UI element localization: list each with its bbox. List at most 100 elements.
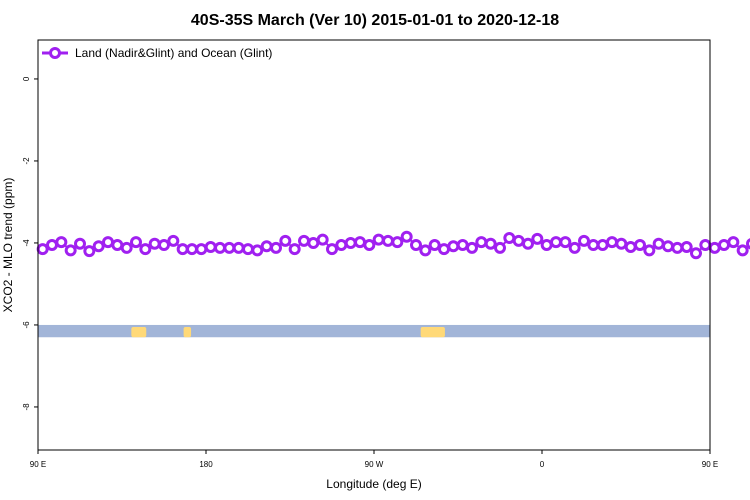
- data-point: [410, 239, 422, 251]
- y-tick-label: -6: [22, 321, 31, 329]
- x-axis: 90 E 180 90 W 0 90 E: [30, 450, 718, 469]
- x-tick-label: 0: [540, 460, 545, 469]
- data-point: [344, 236, 357, 249]
- data-point: [46, 239, 58, 251]
- data-point: [186, 243, 198, 256]
- data-point: [671, 241, 684, 254]
- x-tick-label: 180: [199, 460, 213, 469]
- data-point: [447, 240, 460, 253]
- data-point: [643, 244, 656, 257]
- data-point: [466, 241, 478, 254]
- data-point: [512, 234, 525, 247]
- y-axis: 0 -2 -4 -6 -8: [22, 76, 38, 411]
- data-point: [232, 241, 245, 254]
- data-point: [92, 240, 105, 253]
- land-ocean-strip: [38, 324, 710, 338]
- data-point: [606, 236, 618, 249]
- data-point: [363, 239, 376, 251]
- x-axis-label: Longitude (deg E): [326, 477, 421, 491]
- data-point: [260, 240, 273, 253]
- data-point: [708, 241, 721, 254]
- data-point: [615, 237, 628, 250]
- data-point: [718, 239, 730, 251]
- data-point: [438, 243, 450, 256]
- land-patch: [131, 326, 147, 338]
- data-point: [223, 241, 236, 254]
- data-point: [634, 239, 646, 251]
- y-axis-label: XCO2 - MLO trend (ppm): [1, 178, 15, 313]
- data-point: [400, 230, 413, 243]
- series-line-group: [36, 230, 750, 260]
- data-point: [251, 244, 264, 257]
- data-point: [74, 237, 86, 250]
- data-point: [111, 239, 124, 251]
- data-point: [176, 243, 189, 256]
- data-point: [727, 236, 740, 249]
- data-point: [335, 239, 348, 251]
- data-point: [494, 241, 506, 254]
- ocean-band: [38, 324, 710, 338]
- data-point: [64, 244, 77, 257]
- data-point: [288, 243, 301, 256]
- data-point: [652, 237, 665, 250]
- data-point: [484, 237, 497, 250]
- data-point: [148, 237, 161, 250]
- data-point: [690, 247, 702, 260]
- data-point: [522, 237, 534, 250]
- x-tick-label: 90 W: [365, 460, 384, 469]
- data-point: [550, 236, 562, 249]
- data-point: [662, 240, 674, 253]
- data-point: [307, 236, 320, 249]
- data-point: [372, 233, 385, 246]
- data-point: [596, 239, 609, 251]
- data-point: [242, 243, 254, 256]
- y-tick-label: -2: [22, 157, 31, 165]
- data-point: [391, 236, 404, 249]
- data-point: [36, 243, 49, 256]
- data-point: [298, 234, 310, 247]
- data-point: [578, 234, 590, 247]
- land-patch: [183, 326, 192, 338]
- y-tick-label: -8: [22, 403, 31, 411]
- data-point: [316, 233, 329, 246]
- data-point: [456, 239, 469, 251]
- data-point: [279, 234, 292, 247]
- data-point: [680, 241, 693, 254]
- data-point: [568, 241, 581, 254]
- data-point: [55, 236, 68, 249]
- data-point: [214, 241, 226, 254]
- data-point: [531, 232, 544, 245]
- legend: Land (Nadir&Glint) and Ocean (Glint): [42, 46, 272, 60]
- data-point: [270, 241, 282, 254]
- data-point: [503, 232, 516, 245]
- data-point: [559, 236, 572, 249]
- data-point: [736, 244, 749, 257]
- y-tick-label: -4: [22, 239, 31, 247]
- x-tick-label: 90 E: [702, 460, 718, 469]
- data-point: [130, 236, 142, 249]
- data-point: [167, 234, 180, 247]
- data-point: [120, 241, 133, 254]
- land-patch: [420, 326, 445, 338]
- data-point: [624, 241, 637, 254]
- data-point: [699, 239, 712, 251]
- data-point: [195, 243, 208, 256]
- data-point: [746, 238, 750, 250]
- y-tick-label: 0: [22, 76, 31, 81]
- data-point: [540, 239, 553, 251]
- data-point: [139, 243, 152, 256]
- legend-marker: [49, 47, 61, 59]
- data-point: [326, 243, 338, 256]
- chart-title: 40S-35S March (Ver 10) 2015-01-01 to 202…: [191, 12, 559, 29]
- data-point: [382, 234, 394, 247]
- data-point: [204, 241, 217, 254]
- data-point: [158, 239, 170, 251]
- data-point: [428, 239, 441, 251]
- data-point: [102, 236, 114, 249]
- data-point: [475, 236, 488, 249]
- data-point: [83, 245, 96, 258]
- data-point: [354, 236, 366, 249]
- x-tick-label: 90 E: [30, 460, 46, 469]
- legend-label: Land (Nadir&Glint) and Ocean (Glint): [75, 46, 272, 60]
